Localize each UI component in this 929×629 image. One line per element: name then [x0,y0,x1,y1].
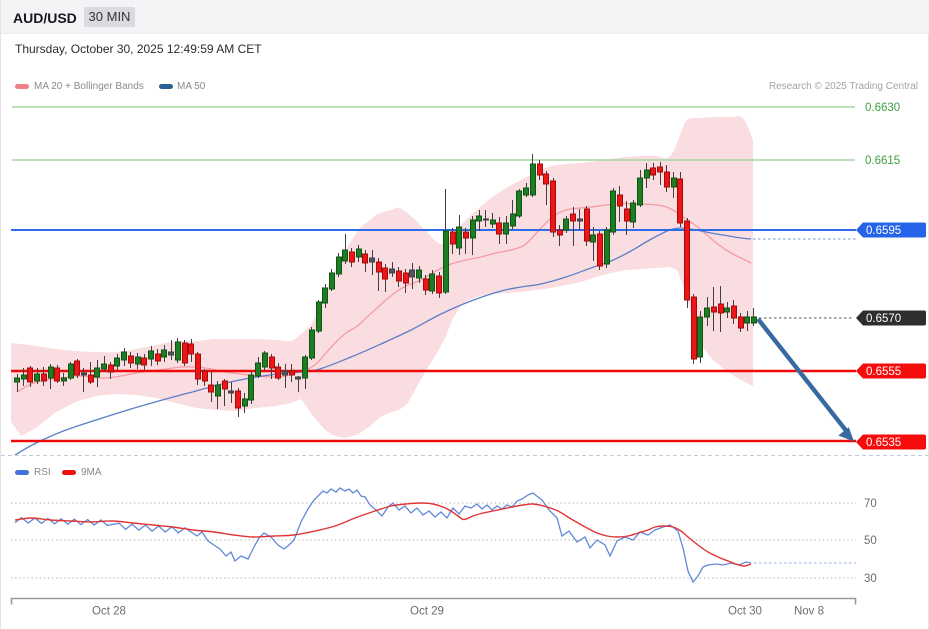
svg-text:Oct 28: Oct 28 [92,606,126,618]
svg-text:0.6555: 0.6555 [866,366,901,378]
svg-text:0.6535: 0.6535 [866,437,901,449]
svg-text:0.6615: 0.6615 [865,155,900,167]
svg-text:Nov 8: Nov 8 [794,606,824,618]
svg-text:Oct 29: Oct 29 [410,606,444,618]
svg-text:50: 50 [864,535,877,547]
svg-text:0.6595: 0.6595 [866,225,901,237]
svg-text:0.6570: 0.6570 [866,313,901,325]
svg-text:70: 70 [864,498,877,510]
svg-text:30: 30 [864,573,877,585]
svg-text:Oct 30: Oct 30 [728,606,762,618]
svg-text:0.6630: 0.6630 [865,102,900,114]
